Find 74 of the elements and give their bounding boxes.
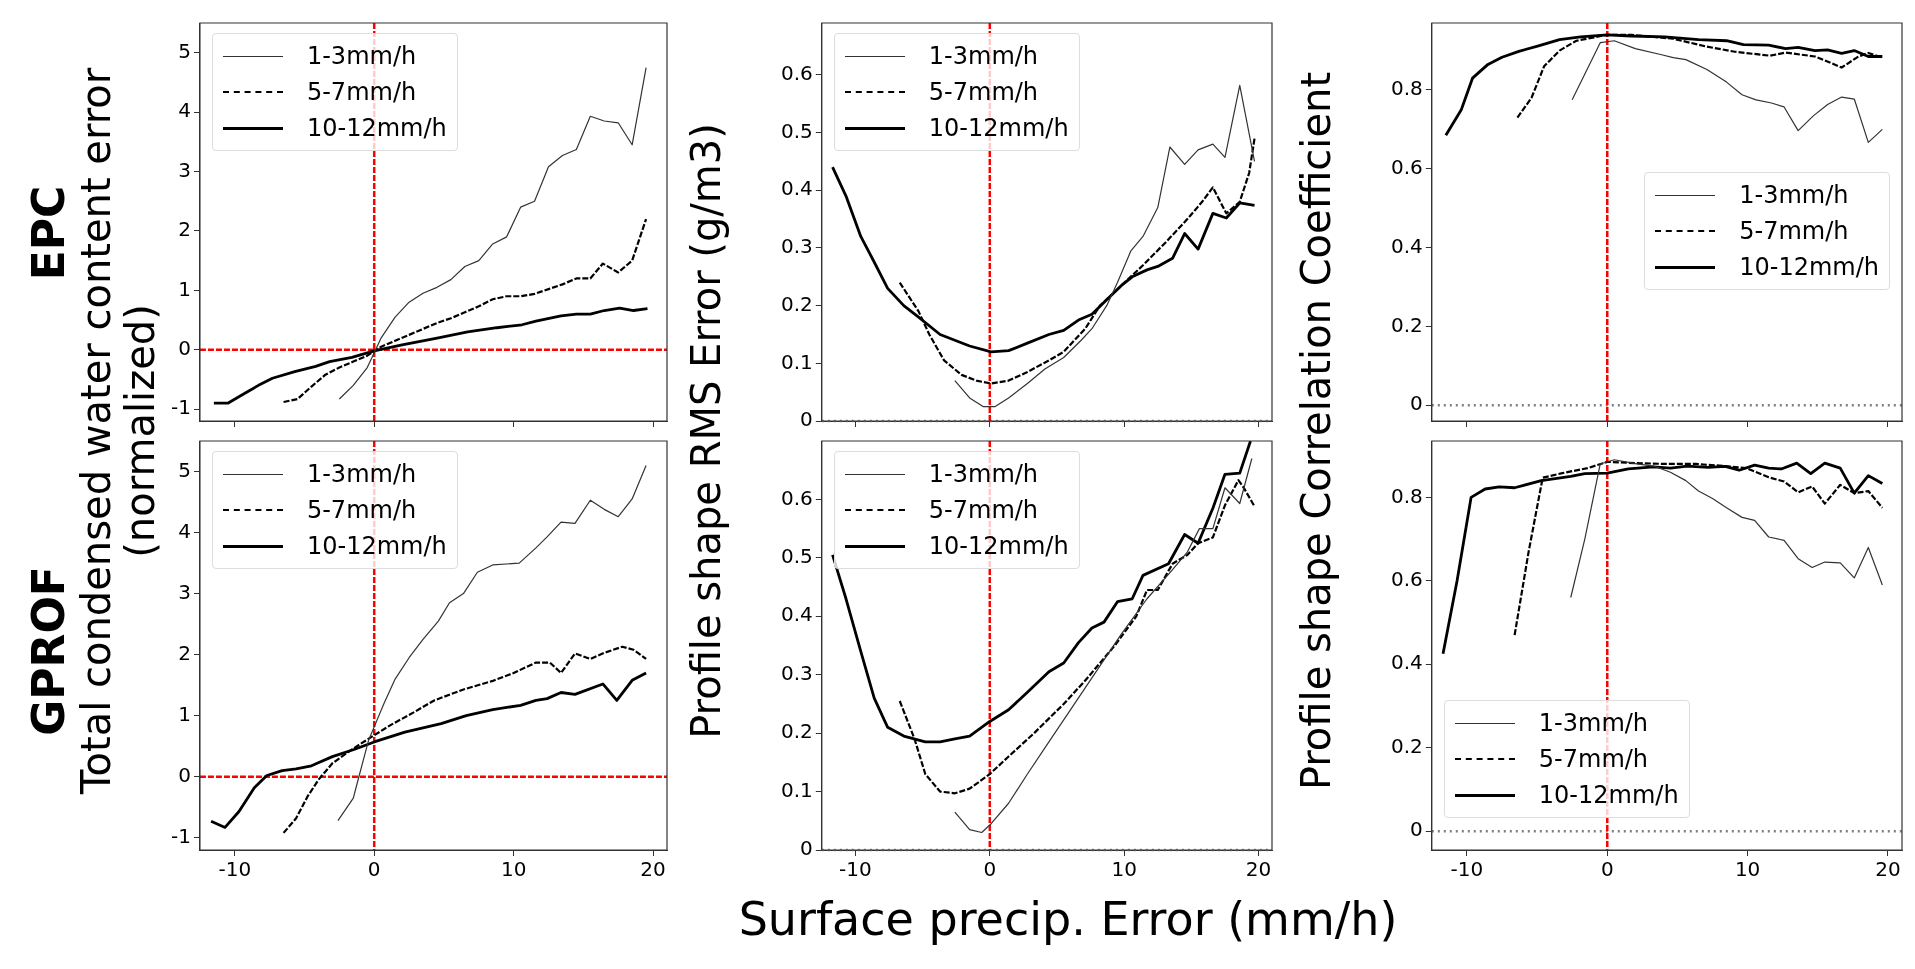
legend-label: 1-3mm/h <box>928 460 1039 488</box>
y-tick-label: 2 <box>178 640 191 665</box>
y-axis-title: Total condensed water content error (normalized) <box>73 67 163 795</box>
y-tick-label: 0.4 <box>1390 233 1423 258</box>
y-tick-label: 0 <box>1410 391 1423 416</box>
x-tick-label: 0 <box>983 857 997 882</box>
y-tick-label: 0 <box>178 335 191 360</box>
y-tick-label: 4 <box>178 98 191 123</box>
legend-label: 10-12mm/h <box>1538 781 1679 809</box>
y-tick-label: 0 <box>178 762 191 787</box>
y-tick-label: 5 <box>178 38 191 63</box>
x-tick-label: 20 <box>1245 857 1272 882</box>
x-tick-label: 0 <box>1600 857 1614 882</box>
y-tick-label: 0.6 <box>1390 567 1423 592</box>
legend-label: 1-3mm/h <box>928 42 1039 70</box>
legend-label: 10-12mm/h <box>928 532 1069 560</box>
y-tick-label: 0.2 <box>1390 312 1423 337</box>
y-tick-label: 0 <box>1410 817 1423 842</box>
x-tick-label: 10 <box>1734 857 1761 882</box>
y-tick-label: 0.2 <box>1390 733 1423 758</box>
legend-label: 5-7mm/h <box>928 78 1039 106</box>
legend-label: 1-3mm/h <box>306 42 417 70</box>
y-tick-label: 4 <box>178 518 191 543</box>
y-tick-label: 0.2 <box>780 719 813 744</box>
x-tick-label: 0 <box>367 857 381 882</box>
y-tick-label: 0.1 <box>780 777 813 802</box>
y-tick-label: 0.6 <box>780 61 813 86</box>
text: EPC <box>22 185 74 281</box>
x-axis-title: Surface precip. Error (mm/h) <box>738 892 1398 946</box>
y-tick-label: 0 <box>800 836 813 861</box>
legend-label: 5-7mm/h <box>928 496 1039 524</box>
y-tick-label: 0 <box>800 407 813 432</box>
y-axis-title: Profile shape RMS Error (g/m3) <box>683 123 729 739</box>
legend-label: 5-7mm/h <box>306 78 417 106</box>
y-tick-label: 0.4 <box>780 602 813 627</box>
legend-label: 1-3mm/h <box>1739 181 1849 209</box>
x-tick-label: 20 <box>640 857 666 882</box>
y-axis-title: Profile shape Correlation Coefficient <box>1293 71 1339 791</box>
text: GPROF <box>22 566 74 736</box>
x-tick-label: 10 <box>500 857 527 882</box>
y-tick-label: 0.8 <box>1390 483 1423 508</box>
x-tick-label: 10 <box>1111 857 1137 882</box>
legend-label: 10-12mm/h <box>306 532 447 560</box>
y-tick-label: -1 <box>170 395 191 420</box>
y-tick-label: 0.5 <box>780 118 813 143</box>
y-tick-label: 0.6 <box>1390 155 1423 180</box>
legend-label: 10-12mm/h <box>1739 253 1879 281</box>
y-tick-label: 3 <box>178 157 191 182</box>
y-tick-label: 3 <box>178 579 191 604</box>
legend-label: 10-12mm/h <box>306 114 447 142</box>
x-tick-label: -10 <box>218 857 252 882</box>
legend-label: 5-7mm/h <box>1538 745 1649 773</box>
y-tick-label: 1 <box>178 701 191 726</box>
y-tick-label: 0.1 <box>780 349 813 374</box>
x-tick-label: -10 <box>1450 857 1484 882</box>
y-tick-label: 0.3 <box>780 234 813 259</box>
y-tick-label: 0.2 <box>780 291 813 316</box>
y-tick-label: 0.3 <box>780 660 813 685</box>
y-tick-label: 5 <box>178 457 191 482</box>
y-tick-label: 0.5 <box>780 544 813 569</box>
y-tick-label: 1 <box>178 276 191 301</box>
legend-label: 5-7mm/h <box>1739 217 1849 245</box>
y-tick-label: 0.4 <box>1390 650 1423 675</box>
y-tick-label: 0.4 <box>780 176 813 201</box>
y-tick-label: -1 <box>170 823 191 848</box>
legend-label: 10-12mm/h <box>928 114 1069 142</box>
legend-label: 1-3mm/h <box>1538 709 1649 737</box>
y-tick-label: 2 <box>178 217 191 242</box>
x-tick-label: -10 <box>839 857 872 882</box>
y-tick-label: 0.6 <box>780 485 813 510</box>
y-tick-label: 0.8 <box>1390 76 1423 101</box>
legend-label: 1-3mm/h <box>306 460 417 488</box>
legend-label: 5-7mm/h <box>306 496 417 524</box>
x-tick-label: 20 <box>1875 857 1901 882</box>
